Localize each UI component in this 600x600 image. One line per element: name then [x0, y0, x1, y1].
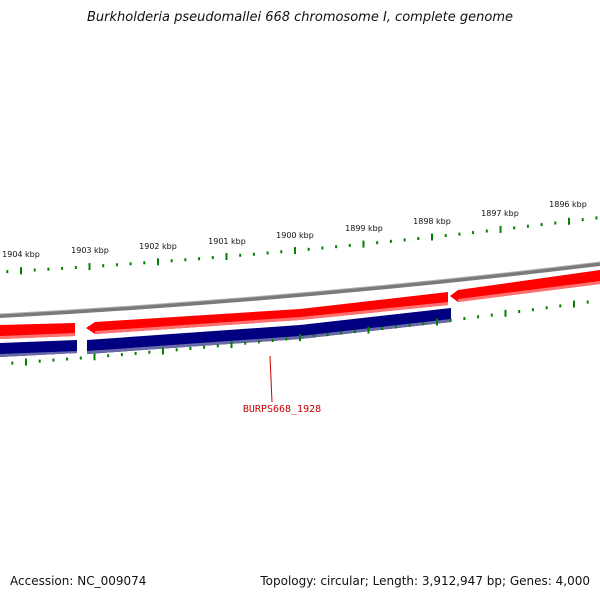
tick-label: 1897 kbp — [481, 209, 519, 218]
tick-label: 1904 kbp — [2, 250, 40, 259]
tick-label: 1903 kbp — [71, 246, 109, 255]
forward-gene-middle — [86, 292, 448, 334]
reverse-gene-left-shade — [0, 351, 77, 357]
forward-gene-right-shade — [458, 281, 600, 302]
map-title: Burkholderia pseudomallei 668 chromosome… — [86, 10, 514, 25]
chromosome-backbone — [0, 262, 600, 318]
scale-tick-labels: 1904 kbp 1903 kbp 1902 kbp 1901 kbp 1900… — [2, 200, 587, 259]
tick-label: 1902 kbp — [139, 242, 177, 251]
forward-gene-middle-shade — [95, 302, 448, 334]
gene-label-leader — [269, 355, 273, 403]
forward-strand-genes — [0, 270, 600, 339]
tick-label: 1901 kbp — [208, 237, 246, 246]
reverse-gene-main-shade — [87, 319, 451, 354]
reverse-strand-genes — [0, 308, 451, 357]
forward-gene-right — [450, 270, 600, 302]
inner-scale-ticks — [11, 300, 589, 366]
accession-text: Accession: NC_009074 — [10, 574, 147, 588]
tick-label: 1900 kbp — [276, 231, 314, 240]
forward-gene-left-shade — [0, 333, 75, 339]
chromosome-backbone-highlight — [0, 261, 600, 315]
outer-scale-ticks — [6, 216, 598, 275]
tick-label: 1896 kbp — [549, 200, 587, 209]
gene-label-burps668-1928[interactable]: BURPS668_1928 — [243, 404, 321, 415]
reverse-gene-main — [87, 308, 451, 354]
tick-label: 1899 kbp — [345, 224, 383, 233]
tick-label: 1898 kbp — [413, 217, 451, 226]
topology-summary: Topology: circular; Length: 3,912,947 bp… — [260, 574, 590, 588]
